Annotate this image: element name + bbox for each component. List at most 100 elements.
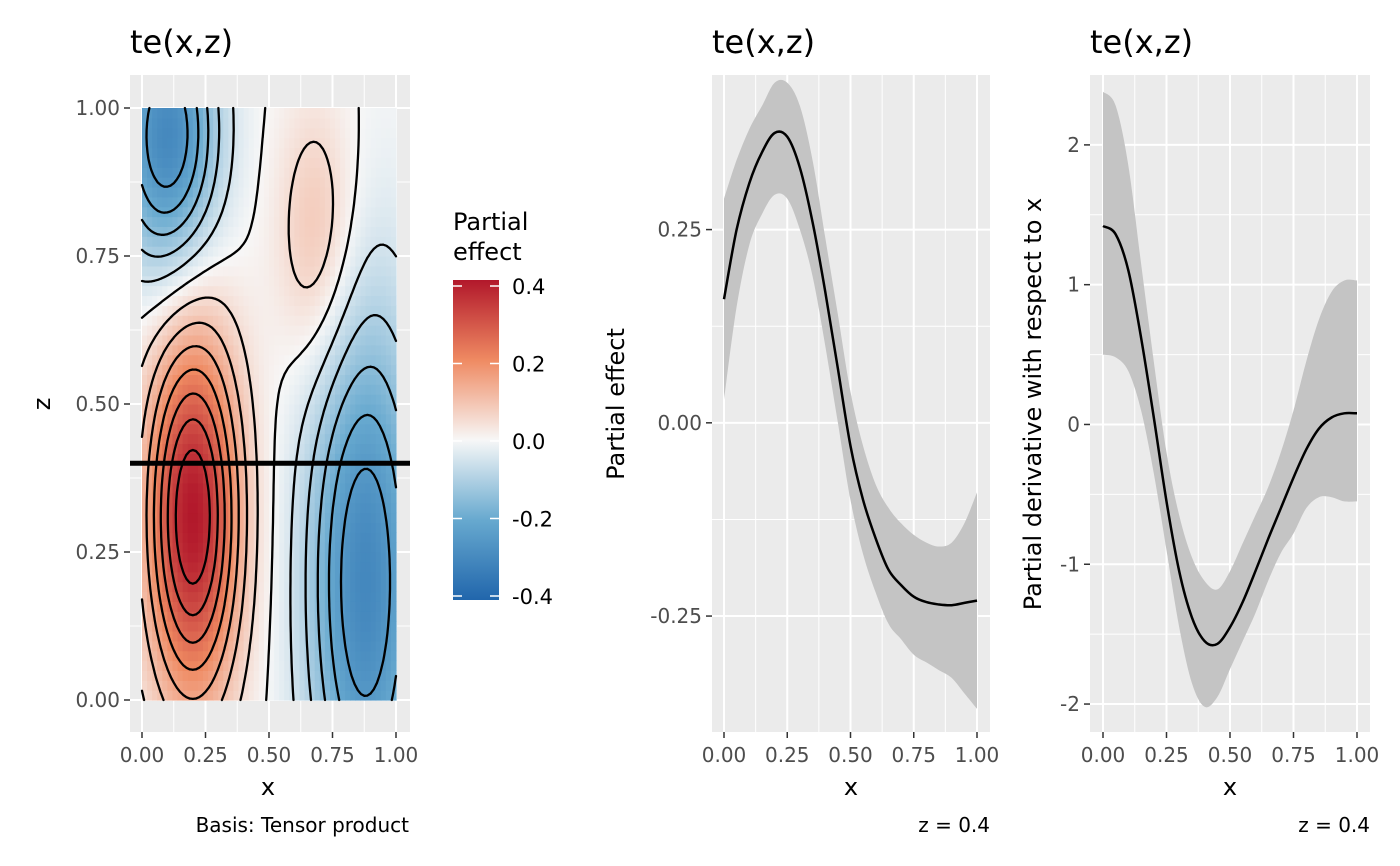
- x-tick-label: 0.50: [1208, 743, 1253, 767]
- heatmap-cell: [218, 344, 224, 356]
- heatmap-cell: [253, 108, 260, 119]
- heatmap-cell: [228, 216, 235, 227]
- heatmap-cell: [350, 542, 356, 553]
- heatmap-cell: [380, 108, 387, 119]
- heatmap-cell: [319, 433, 326, 445]
- heatmap-cell: [294, 236, 301, 247]
- heatmap-cell: [385, 177, 392, 188]
- heatmap-cell: [172, 334, 179, 346]
- heatmap-cell: [162, 552, 168, 563]
- heatmap-cell: [360, 443, 367, 454]
- heatmap-cell: [345, 334, 351, 346]
- heatmap-cell: [324, 512, 331, 523]
- heatmap-cell: [263, 226, 270, 237]
- heatmap-cell: [269, 117, 275, 129]
- heatmap-cell: [380, 423, 387, 435]
- heatmap-cell: [365, 670, 372, 681]
- heatmap-cell: [385, 147, 392, 158]
- heatmap-cell: [197, 413, 204, 425]
- heatmap-cell: [263, 305, 270, 316]
- heatmap-cell: [345, 285, 351, 297]
- heatmap-cell: [345, 670, 351, 681]
- heatmap-cell: [385, 571, 392, 583]
- heatmap-cell: [314, 384, 321, 395]
- heatmap-cell: [279, 473, 285, 484]
- heatmap-cell: [142, 680, 148, 691]
- heatmap-cell: [162, 482, 168, 494]
- heatmap-cell: [223, 404, 229, 415]
- heatmap-cell: [213, 344, 219, 356]
- heatmap-cell: [147, 413, 153, 425]
- heatmap-cell: [385, 690, 392, 701]
- heatmap-cell: [289, 364, 295, 375]
- heatmap-cell: [380, 542, 387, 553]
- heatmap-cell: [345, 394, 351, 405]
- heatmap-cell: [258, 127, 265, 139]
- heatmap-cell: [243, 147, 250, 158]
- heatmap-cell: [172, 571, 179, 583]
- heatmap-cell: [309, 561, 316, 573]
- panel2-x-axis-title: x: [844, 773, 858, 801]
- heatmap-cell: [157, 542, 163, 553]
- heatmap-cell: [279, 334, 285, 346]
- heatmap-cell: [202, 196, 209, 208]
- heatmap-cell: [299, 206, 306, 218]
- heatmap-cell: [142, 127, 148, 139]
- heatmap-cell: [345, 196, 351, 208]
- heatmap-cell: [167, 690, 174, 701]
- heatmap-cell: [238, 275, 245, 287]
- heatmap-cell: [345, 364, 351, 375]
- x-tick-label: 0.00: [1081, 743, 1126, 767]
- heatmap-cell: [172, 413, 179, 425]
- heatmap-cell: [380, 256, 387, 267]
- heatmap-cell: [197, 364, 204, 375]
- heatmap-cell: [375, 630, 382, 642]
- heatmap-cell: [177, 601, 184, 612]
- heatmap-cell: [182, 305, 189, 316]
- heatmap-cell: [187, 265, 194, 277]
- heatmap-cell: [385, 502, 392, 514]
- heatmap-cell: [142, 522, 148, 533]
- heatmap-cell: [335, 660, 341, 671]
- heatmap-cell: [319, 305, 326, 316]
- heatmap-cell: [319, 295, 326, 306]
- heatmap-cell: [263, 492, 270, 504]
- heatmap-cell: [385, 650, 392, 662]
- heatmap-cell: [208, 216, 214, 227]
- heatmap-cell: [304, 542, 311, 553]
- heatmap-cell: [324, 621, 331, 632]
- heatmap-cell: [147, 561, 153, 573]
- heatmap-cell: [365, 147, 372, 158]
- heatmap-cell: [147, 522, 153, 533]
- heatmap-cell: [147, 334, 153, 346]
- heatmap-cell: [147, 216, 153, 227]
- heatmap-cell: [208, 295, 214, 306]
- heatmap-cell: [390, 216, 397, 227]
- heatmap-cell: [172, 196, 179, 208]
- heatmap-cell: [172, 305, 179, 316]
- heatmap-cell: [345, 571, 351, 583]
- heatmap-cell: [187, 394, 194, 405]
- heatmap-cell: [335, 315, 341, 326]
- heatmap-cell: [324, 236, 331, 247]
- heatmap-cell: [172, 206, 179, 218]
- heatmap-cell: [284, 157, 290, 168]
- heatmap-cell: [208, 601, 214, 612]
- heatmap-cell: [202, 640, 209, 652]
- heatmap-cell: [213, 522, 219, 533]
- heatmap-cell: [329, 601, 336, 612]
- heatmap-cell: [279, 384, 285, 395]
- heatmap-cell: [309, 206, 316, 218]
- heatmap-cell: [228, 601, 235, 612]
- heatmap-cell: [284, 601, 290, 612]
- heatmap-cell: [309, 117, 316, 129]
- heatmap-cell: [172, 601, 179, 612]
- heatmap-cell: [202, 147, 209, 158]
- heatmap-cell: [289, 374, 295, 385]
- heatmap-cell: [243, 344, 250, 356]
- heatmap-cell: [208, 621, 214, 632]
- heatmap-cell: [142, 147, 148, 158]
- heatmap-cell: [223, 443, 229, 454]
- heatmap-cell: [233, 108, 240, 119]
- heatmap-cell: [218, 591, 224, 602]
